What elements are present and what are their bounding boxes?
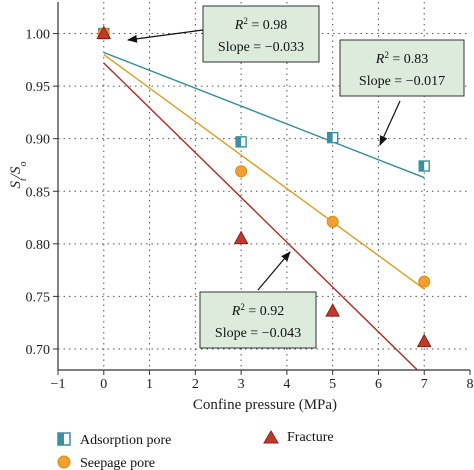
x-tick-label: 5: [329, 377, 336, 392]
y-axis-title-sub: t: [18, 178, 29, 181]
point-seepage: [235, 165, 248, 178]
y-tick-label: 0.80: [26, 238, 51, 253]
annotation-arrow: [257, 251, 291, 291]
annotation-r2: R2 = 0.92: [231, 302, 284, 319]
legend-item-seepage: Seepage pore: [57, 455, 155, 470]
point-adsorption: [235, 136, 247, 148]
x-tick-label: 7: [421, 377, 428, 392]
point-fracture: [96, 25, 112, 40]
axes: [53, 2, 471, 375]
legend-marker: [57, 455, 71, 469]
point-square-fill: [419, 161, 425, 172]
annotation-slope: Slope = −0.033: [218, 40, 304, 55]
x-tick-label: 6: [375, 377, 382, 392]
x-tick-label: 0: [100, 377, 107, 392]
annotation-slope: Slope = −0.017: [359, 74, 445, 89]
point-square-fill: [327, 132, 333, 143]
legend-marker: [263, 430, 279, 444]
legend-label: Adsorption pore: [80, 433, 171, 448]
annotation-adsorption: R2 = 0.98 Slope = −0.033: [127, 5, 320, 63]
annotation-seepage: R2 = 0.83 Slope = −0.017: [339, 39, 465, 146]
legend-label: Fracture: [287, 430, 334, 445]
point-seepage: [418, 275, 431, 288]
point-fracture: [416, 333, 432, 348]
y-tick-label: 0.90: [26, 133, 51, 148]
legend-label: Seepage pore: [80, 456, 155, 470]
x-tick-label: −1: [51, 377, 66, 392]
annotation-r2: R2 = 0.83: [375, 50, 428, 67]
fit-line-half-square: [103, 51, 425, 179]
y-tick-label: 0.85: [26, 185, 51, 200]
y-tick-label: 1.00: [26, 28, 51, 43]
y-tick-label: 0.75: [26, 290, 51, 305]
x-axis-title: Confine pressure (MPa): [193, 397, 337, 413]
x-tick-label: 8: [467, 377, 474, 392]
annotation-r2: R2 = 0.98: [234, 16, 287, 33]
legend: Adsorption pore Seepage pore Fracture: [57, 430, 334, 470]
annotation-fracture: R2 = 0.92 Slope = −0.043: [199, 251, 317, 349]
x-tick-label: 3: [238, 377, 245, 392]
annotation-slope: Slope = −0.043: [215, 326, 301, 341]
annotation-arrow: [379, 100, 401, 146]
point-square-fill: [236, 136, 242, 147]
annotation-arrow: [127, 29, 204, 43]
y-axis-title-main: S: [8, 180, 24, 188]
x-tick-label: 2: [192, 377, 199, 392]
fit-lines: [103, 51, 425, 371]
point-adsorption: [418, 160, 430, 172]
legend-item-fracture: Fracture: [263, 430, 334, 445]
point-fracture: [233, 230, 249, 245]
legend-marker-fill: [58, 433, 64, 445]
annotation-box: [339, 39, 465, 97]
point-fracture: [325, 303, 341, 317]
x-tick-label: 1: [146, 377, 153, 392]
y-axis-title-sub2: o: [18, 162, 29, 167]
legend-item-adsorption: Adsorption pore: [57, 432, 171, 448]
x-tick-label: 4: [283, 377, 290, 392]
tick-labels: −1 0 1 2 3 4 5 6 7 8 0.70 0.75 0.80 0.85 0.90 0.95 1.00: [26, 28, 474, 392]
fit-line-circle: [103, 54, 425, 290]
data-points: [96, 25, 432, 348]
y-axis-title-sep: /S: [8, 166, 24, 179]
y-tick-label: 0.70: [26, 343, 51, 358]
y-tick-label: 0.95: [26, 80, 51, 95]
annotations: R2 = 0.98 Slope = −0.033 R2 = 0.83 Slope…: [127, 5, 465, 349]
y-axis-title: St/So: [8, 162, 29, 189]
annotation-box: [199, 291, 317, 349]
annotation-box: [202, 5, 320, 63]
point-seepage: [326, 215, 339, 228]
fit-line-triangle: [103, 62, 418, 371]
point-adsorption: [326, 131, 339, 144]
